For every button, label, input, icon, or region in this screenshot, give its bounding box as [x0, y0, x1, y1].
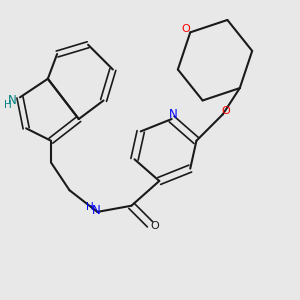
Text: O: O [221, 106, 230, 116]
Text: N: N [8, 94, 16, 107]
Text: N: N [169, 108, 178, 121]
Text: O: O [150, 221, 159, 231]
Text: O: O [181, 24, 190, 34]
Text: N: N [92, 205, 100, 218]
Text: H: H [86, 202, 94, 212]
Text: H: H [4, 100, 11, 110]
